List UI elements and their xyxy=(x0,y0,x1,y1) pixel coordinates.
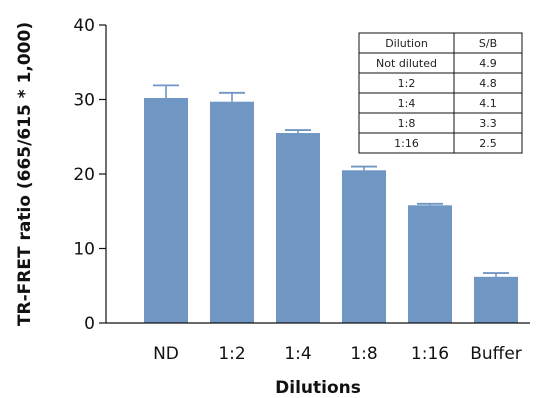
bar-1 xyxy=(210,101,254,323)
y-tick-label-1: 10 xyxy=(73,240,95,260)
table-cell-sb-0: 4.9 xyxy=(479,57,497,70)
bar-0 xyxy=(144,98,188,323)
x-tick-label-0: ND xyxy=(153,344,179,364)
bar-2 xyxy=(276,133,320,323)
table-cell-dilution-4: 1:16 xyxy=(394,137,419,150)
x-ticks-layer: ND 1:2 1:4 1:8 1:16 Buffer xyxy=(153,344,522,364)
table-cell-dilution-2: 1:4 xyxy=(398,97,416,110)
bars-layer xyxy=(144,98,518,323)
table-header-sb: S/B xyxy=(479,37,497,50)
table-cell-sb-4: 2.5 xyxy=(479,137,497,150)
y-tick-label-0: 0 xyxy=(84,314,95,334)
x-tick-label-5: Buffer xyxy=(470,344,522,364)
error-bars-layer xyxy=(153,84,509,277)
bar-5 xyxy=(474,276,518,323)
table-cell-sb-2: 4.1 xyxy=(479,97,497,110)
y-axis-title: TR-FRET ratio (665/615 * 1,000) xyxy=(15,22,35,326)
y-tick-label-3: 30 xyxy=(73,91,95,111)
x-tick-label-4: 1:16 xyxy=(411,344,449,364)
table-cell-sb-3: 3.3 xyxy=(479,117,497,130)
x-tick-label-3: 1:8 xyxy=(350,344,377,364)
y-ticks-layer: 0 10 20 30 40 xyxy=(73,16,106,334)
bar-4 xyxy=(408,205,452,323)
table-cell-sb-1: 4.8 xyxy=(479,77,497,90)
x-tick-label-1: 1:2 xyxy=(218,344,245,364)
inset-table: Dilution S/B Not diluted 4.9 1:2 4.8 1:4 4.1 1:8… xyxy=(358,32,523,154)
table-cell-dilution-1: 1:2 xyxy=(398,77,416,90)
y-tick-label-2: 20 xyxy=(73,165,95,185)
table-cell-dilution-0: Not diluted xyxy=(376,57,437,70)
bar-3 xyxy=(342,170,386,323)
x-tick-label-2: 1:4 xyxy=(284,344,311,364)
table-header-dilution: Dilution xyxy=(385,37,428,50)
y-tick-label-4: 40 xyxy=(73,16,95,36)
x-axis-title: Dilutions xyxy=(275,378,361,398)
table-cell-dilution-3: 1:8 xyxy=(398,117,416,130)
